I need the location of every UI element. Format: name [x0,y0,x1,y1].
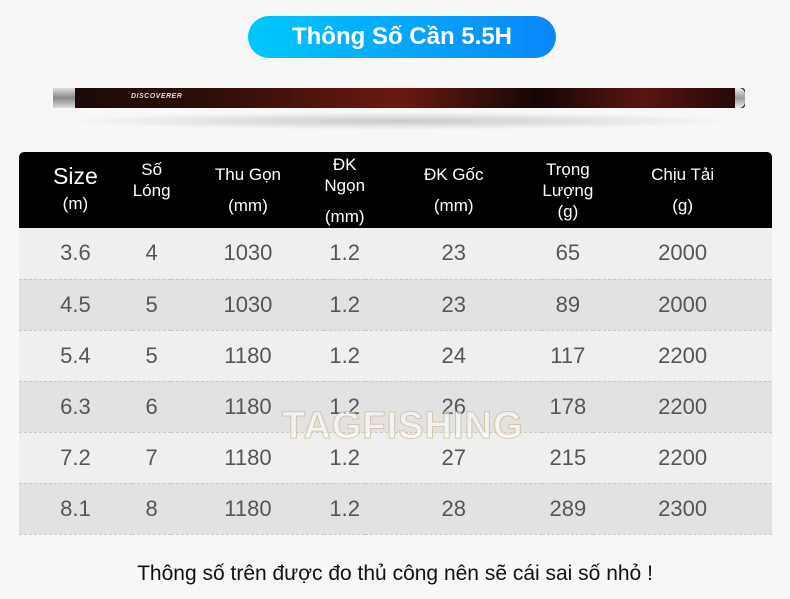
table-cell: 28 [441,495,466,521]
table-cell: 1.2 [329,393,360,419]
header-dk-ngon: ĐK Ngọn (mm) [324,154,366,226]
table-cell: 1180 [224,495,272,521]
table-cell: 1.2 [329,291,360,317]
table-cell: 5.4 [60,342,91,368]
table-cell: 1.2 [329,342,360,368]
header-so-long: Số Lóng [132,160,171,200]
table-cell: 23 [441,291,466,317]
table-cell: 1180 [224,393,272,419]
table-cell: 4 [145,240,158,266]
table-cell: 1030 [223,240,273,266]
table-cell: 7 [145,444,158,470]
table-cell: 26 [441,393,466,419]
table-cell: 6 [145,393,158,419]
rod-butt-cap [53,88,75,108]
table-cell: 23 [441,240,466,266]
table-cell: 2200 [658,393,708,419]
table-cell: 3.6 [60,240,91,266]
table-cell: 289 [549,495,587,521]
table-cell: 2000 [658,291,708,317]
table-row: 7.2 7 1180 1.2 27 215 2200 [19,432,772,483]
table-cell: 24 [441,342,466,368]
table-cell: 2200 [658,444,708,470]
table-row: 8.1 8 1180 1.2 28 289 2300 [19,483,772,534]
table-cell: 2000 [658,240,708,266]
table-cell: 7.2 [60,444,91,470]
rod-shadow [60,112,740,130]
footnote: Thông số trên được đo thủ công nên sẽ cá… [137,562,653,585]
header-trong-luong: Trọng Lượng (g) [542,159,594,221]
header-dk-goc: ĐK Gốc (mm) [423,165,484,215]
fishing-rod-image: DISCOVERER [53,88,745,108]
table-cell: 5 [145,291,158,317]
table-row: 3.6 4 1030 1.2 23 65 2000 [19,228,772,279]
rod-tip-cap [735,88,745,108]
table-cell: 178 [549,393,587,419]
header-chiu-tai: Chịu Tải (g) [651,165,715,215]
table-cell: 4.5 [60,291,91,317]
table-cell: 6.3 [60,393,91,419]
table-cell: 215 [549,444,587,470]
table-cell: 8.1 [60,495,91,521]
table-cell: 89 [555,291,581,317]
rod-brand: DISCOVERER [131,93,183,100]
table-cell: 27 [441,444,466,470]
watermark: TAGFISHING [282,405,524,448]
table-header: Size (m) Số Lóng Thu Gọn (mm) ĐK Ngọn (mm) Đ… [19,152,772,228]
header-size: Size (m) [53,163,98,214]
spec-table: Size (m) Số Lóng Thu Gọn (mm) ĐK Ngọn (mm) Đ… [19,152,772,535]
table-cell: 117 [550,342,586,368]
table-cell: 2300 [658,495,708,521]
table-cell: 5 [145,342,158,368]
table-cell: 1180 [224,444,272,470]
table-cell: 1180 [224,342,272,368]
table-cell: 65 [555,240,581,266]
table-cell: 2200 [658,342,708,368]
table-cell: 1.2 [329,240,360,266]
table-row: 4.5 5 1030 1.2 23 89 2000 [19,279,772,330]
table-cell: 1030 [223,291,273,317]
table-row: 6.3 6 1180 1.2 26 178 2200 [19,381,772,432]
table-cell: 1.2 [329,444,360,470]
table-cell: 1.2 [329,495,360,521]
table-row: 5.4 5 1180 1.2 24 117 2200 [19,330,772,381]
table-cell: 8 [145,495,158,521]
header-thu-gon: Thu Gọn (mm) [214,165,282,215]
page-title: Thông Số Cần 5.5H [248,16,556,58]
